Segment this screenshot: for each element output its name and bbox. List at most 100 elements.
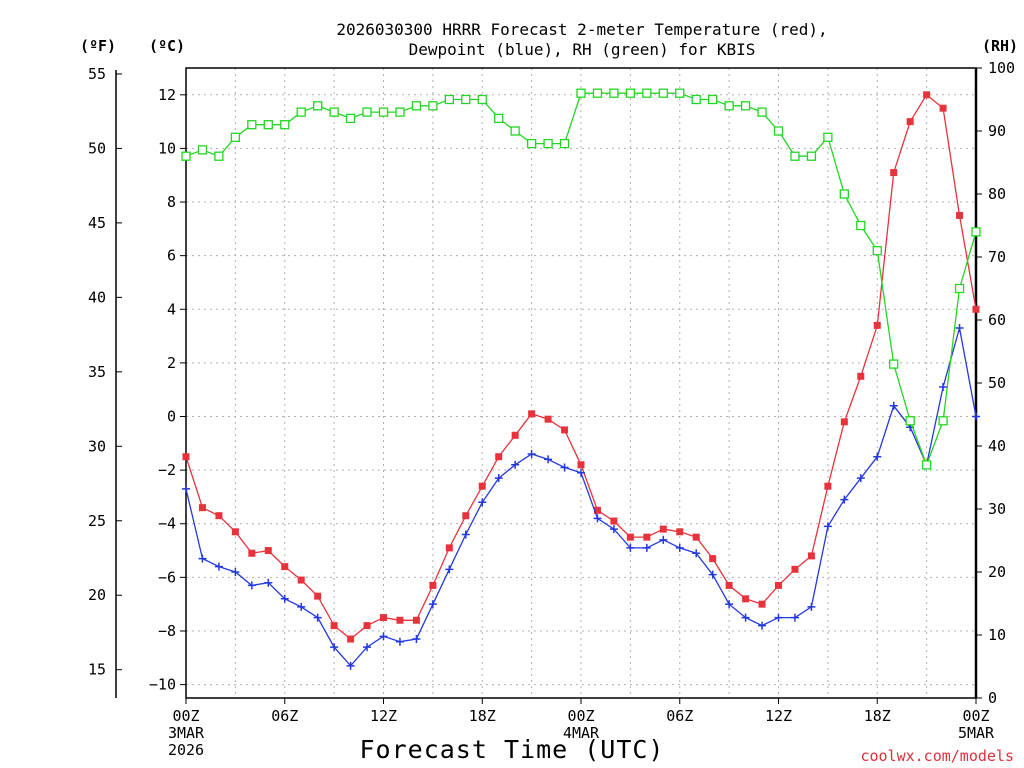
- x-tick-label: 06Z: [271, 707, 298, 725]
- celsius-tick-label: −6: [158, 568, 176, 586]
- dewpoint-point: [642, 543, 651, 552]
- rh-point: [740, 101, 751, 111]
- rh-point: [790, 151, 800, 161]
- rh-point: [494, 113, 504, 124]
- dewpoint-point: [889, 401, 898, 410]
- fahrenheit-tick-label: 40: [88, 288, 106, 306]
- celsius-tick-label: −4: [158, 515, 176, 533]
- fahrenheit-tick-label: 35: [88, 363, 106, 381]
- dewpoint-point: [774, 613, 783, 622]
- rh-point: [658, 88, 668, 98]
- rh-point: [708, 94, 718, 105]
- temperature-point: [956, 211, 964, 219]
- temperature-point: [380, 614, 387, 622]
- celsius-tick-label: −8: [158, 622, 176, 640]
- data-series: [181, 88, 981, 670]
- rh-tick-label: 30: [988, 500, 1006, 518]
- rh-point: [428, 101, 438, 111]
- temperature-point: [429, 581, 437, 589]
- dewpoint-point: [363, 643, 372, 652]
- temperature-point: [544, 415, 552, 423]
- dewpoint-point: [395, 637, 404, 646]
- celsius-tick-label: 4: [167, 300, 176, 318]
- dewpoint-point: [247, 581, 256, 590]
- rh-point: [889, 359, 899, 369]
- dewpoint-point: [280, 594, 289, 603]
- dewpoint-point: [527, 450, 536, 459]
- x-axis-label: Forecast Time (UTC): [360, 735, 665, 764]
- dewpoint-point: [313, 613, 322, 622]
- rh-point: [345, 113, 356, 124]
- dewpoint-point: [478, 498, 487, 507]
- fahrenheit-tick-label: 45: [88, 214, 106, 232]
- rh-point: [477, 94, 487, 105]
- rh-point: [839, 189, 849, 199]
- x-tick-label: 00Z: [962, 707, 989, 725]
- temperature-point: [742, 595, 750, 603]
- temperature-point: [412, 616, 420, 624]
- temperature-point: [297, 576, 305, 584]
- dewpoint-point: [955, 324, 964, 333]
- dewpoint-point: [198, 554, 207, 563]
- dewpoint-point: [790, 613, 799, 622]
- rh-point: [313, 101, 323, 111]
- temperature-point: [939, 104, 947, 112]
- temperature-point: [511, 431, 519, 439]
- fahrenheit-unit-label: (ºF): [80, 37, 116, 55]
- dewpoint-point: [823, 522, 832, 531]
- fahrenheit-tick-label: 25: [88, 512, 106, 530]
- rh-point: [938, 416, 948, 426]
- rh-point: [823, 132, 833, 142]
- temperature-point: [824, 482, 832, 490]
- x-tick-label: 00Z: [567, 707, 594, 725]
- celsius-tick-label: 8: [167, 193, 176, 211]
- temperature-point: [692, 533, 700, 541]
- x-tick-label: 18Z: [864, 707, 891, 725]
- dewpoint-point: [231, 568, 240, 576]
- temperature-point: [462, 512, 470, 520]
- rh-tick-label: 70: [988, 248, 1006, 266]
- temperature-point: [758, 600, 766, 608]
- dewpoint-point: [758, 621, 767, 630]
- temperature-point: [807, 552, 815, 560]
- temperature-point: [626, 533, 634, 541]
- temperature-point: [923, 91, 931, 99]
- rh-point: [214, 151, 224, 161]
- rh-point: [559, 138, 570, 149]
- fahrenheit-tick-label: 20: [88, 586, 106, 604]
- rh-point: [757, 107, 767, 117]
- dewpoint-point: [741, 613, 750, 622]
- dewpoint-series: [182, 324, 980, 670]
- fahrenheit-tick-label: 50: [88, 139, 106, 157]
- x-tick-date-label: 3MAR: [168, 724, 205, 742]
- dewpoint-point: [412, 635, 421, 644]
- rh-point: [806, 151, 817, 161]
- rh-point: [411, 101, 422, 111]
- temperature-point: [264, 547, 272, 555]
- temperature-point: [972, 305, 980, 313]
- temperature-point: [347, 635, 355, 643]
- temperature-point: [873, 321, 881, 329]
- rh-point: [625, 88, 636, 98]
- dewpoint-point: [840, 495, 849, 504]
- x-tick-label: 12Z: [370, 707, 397, 725]
- rh-point: [773, 126, 784, 136]
- temperature-point: [248, 549, 256, 557]
- rh-point: [296, 107, 306, 117]
- rh-tick-label: 90: [988, 122, 1006, 140]
- rh-point: [461, 94, 471, 105]
- temperature-point: [906, 118, 914, 126]
- dewpoint-point: [675, 543, 684, 552]
- temperature-point: [593, 506, 601, 514]
- dewpoint-point: [593, 514, 602, 523]
- celsius-tick-label: −10: [149, 676, 176, 694]
- celsius-tick-label: −2: [158, 461, 176, 479]
- dewpoint-point: [972, 412, 980, 421]
- dewpoint-point: [560, 463, 569, 472]
- dewpoint-point: [692, 549, 701, 558]
- rh-point: [197, 145, 208, 155]
- x-tick-label: 12Z: [765, 707, 792, 725]
- temperature-point: [363, 622, 371, 630]
- x-tick-label: 18Z: [469, 707, 496, 725]
- fahrenheit-tick-label: 15: [88, 661, 106, 679]
